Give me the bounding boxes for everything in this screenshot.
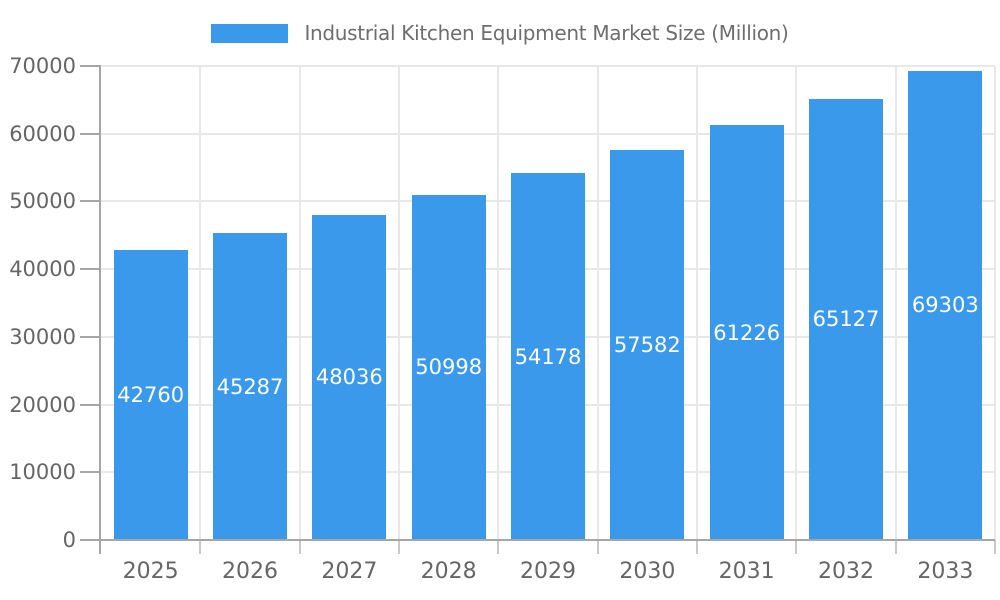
- x-axis-tick-label: 2028: [420, 559, 477, 584]
- bar-value-label: 50998: [415, 355, 483, 380]
- y-tick: [80, 471, 101, 474]
- x-axis-tick-label: 2031: [718, 559, 775, 584]
- x-gridline: [497, 66, 500, 540]
- x-axis-line: [80, 539, 995, 541]
- y-tick: [80, 132, 101, 135]
- y-axis-tick-label: 60000: [9, 121, 76, 146]
- y-tick: [80, 65, 101, 67]
- y-axis-tick-label: 50000: [9, 189, 76, 214]
- y-axis-tick-label: 10000: [9, 460, 76, 485]
- bar-value-label: 45287: [216, 374, 284, 399]
- y-tick: [80, 200, 101, 203]
- bar-2029[interactable]: [511, 173, 585, 540]
- bar-2033[interactable]: [908, 70, 983, 540]
- x-axis-tick-label: 2027: [321, 559, 378, 584]
- y-axis-tick-label: 0: [62, 528, 76, 552]
- bar-value-label: 57582: [613, 333, 681, 358]
- y-tick: [80, 335, 101, 338]
- bar-value-label: 69303: [911, 293, 979, 318]
- legend-swatch: [211, 23, 289, 43]
- bar-2025[interactable]: [113, 250, 188, 540]
- y-tick: [80, 268, 101, 271]
- y-axis-tick-label: 20000: [9, 392, 76, 417]
- x-gridline: [298, 66, 301, 540]
- y-axis-tick-label: 40000: [9, 257, 76, 282]
- x-gridline: [795, 66, 798, 540]
- bar-2028[interactable]: [411, 194, 486, 540]
- x-tick: [596, 540, 599, 554]
- y-axis-line: [99, 66, 101, 554]
- x-axis-tick-label: 2030: [619, 559, 676, 584]
- x-gridline: [199, 66, 202, 540]
- x-tick: [398, 540, 400, 554]
- x-axis-tick-label: 2026: [222, 559, 278, 584]
- x-axis-tick-label: 2025: [122, 559, 179, 584]
- x-gridline: [596, 66, 599, 540]
- y-axis-tick-label: 70000: [9, 54, 76, 78]
- bar-value-label: 61226: [713, 320, 781, 345]
- x-axis-tick-label: 2029: [520, 559, 576, 584]
- bar-value-label: 42760: [117, 383, 185, 408]
- bar-2027[interactable]: [312, 214, 387, 540]
- x-tick: [894, 540, 897, 554]
- x-tick: [497, 540, 500, 554]
- x-gridline: [894, 66, 897, 540]
- x-tick: [994, 540, 996, 554]
- x-axis-tick-label: 2032: [818, 559, 874, 584]
- bar-2031[interactable]: [709, 125, 784, 540]
- bar-value-label: 54178: [514, 344, 582, 369]
- x-tick: [696, 540, 698, 554]
- x-tick: [199, 540, 202, 554]
- y-gridline: [101, 65, 995, 67]
- bar-value-label: 48036: [315, 365, 383, 390]
- bar-value-label: 65127: [812, 307, 880, 332]
- chart-legend[interactable]: Industrial Kitchen Equipment Market Size…: [0, 21, 1000, 45]
- x-gridline: [696, 66, 698, 540]
- x-tick: [298, 540, 301, 554]
- x-gridline: [398, 66, 400, 540]
- x-tick: [795, 540, 798, 554]
- x-axis-tick-label: 2033: [917, 559, 974, 584]
- y-axis-tick-label: 30000: [9, 324, 76, 349]
- bar-2030[interactable]: [610, 150, 685, 540]
- x-gridline: [994, 66, 996, 540]
- y-tick: [80, 403, 101, 406]
- legend-label: Industrial Kitchen Equipment Market Size…: [304, 21, 789, 45]
- bar-2032[interactable]: [809, 98, 883, 540]
- bar-2026[interactable]: [213, 233, 287, 540]
- y-gridline: [101, 132, 995, 135]
